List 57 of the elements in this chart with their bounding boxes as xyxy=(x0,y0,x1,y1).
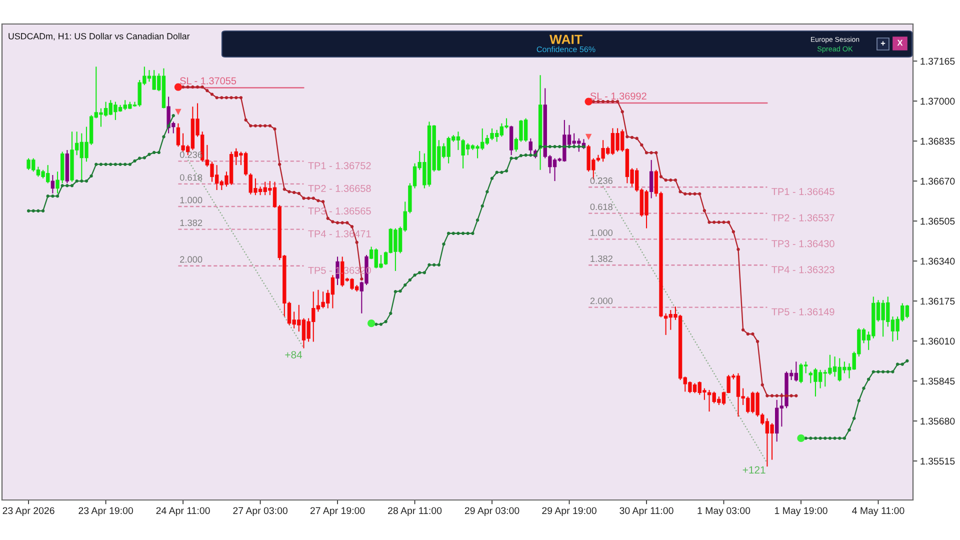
annotation: 0.618 xyxy=(590,204,613,210)
annotation: +84 xyxy=(285,351,302,358)
x-tick-label: 24 Apr 11:00 xyxy=(156,507,210,516)
y-tick-label: 1.36010 xyxy=(920,338,955,345)
x-tick-label: 29 Apr 03:00 xyxy=(464,507,520,516)
point xyxy=(175,108,182,116)
text: USDCADm, H1: US Dollar vs Canadian Dollar xyxy=(8,32,190,40)
point xyxy=(174,83,182,91)
candlestick xyxy=(509,125,514,156)
series-label: TP2 - 1.36537 xyxy=(772,214,834,222)
series-label: TP4 - 1.36323 xyxy=(772,266,834,274)
y-tick-label: 1.37000 xyxy=(920,98,955,105)
point xyxy=(797,434,805,442)
annotation: 0.618 xyxy=(180,174,202,181)
y-tick-label: 1.37165 xyxy=(920,58,955,65)
annotation: WAIT xyxy=(550,34,582,44)
y-tick-label: 1.35515 xyxy=(920,458,955,465)
series-label: TP1 - 1.36645 xyxy=(772,188,834,196)
annotation: 1.382 xyxy=(180,220,202,226)
y-tick-label: 1.36835 xyxy=(920,138,955,145)
annotation: +121 xyxy=(742,466,766,474)
y-tick-label: 1.35680 xyxy=(920,418,955,425)
y-tick-label: 1.36505 xyxy=(920,218,955,225)
annotation: 0.236 xyxy=(590,177,612,184)
series-label: TP2 - 1.36658 xyxy=(308,184,371,192)
annotation: X xyxy=(897,40,903,46)
x-tick-label: 23 Apr 2026 xyxy=(2,507,54,516)
annotation: 2.000 xyxy=(180,256,202,263)
x-tick-label: 1 May 03:00 xyxy=(698,507,750,516)
point xyxy=(585,134,592,140)
series-label: SL - 1.37055 xyxy=(180,77,236,84)
y-tick-label: 1.36175 xyxy=(920,298,955,305)
y-tick-label: 1.36670 xyxy=(920,178,955,185)
annotation: 1.000 xyxy=(590,230,613,236)
x-tick-label: 23 Apr 19:00 xyxy=(78,507,133,516)
series-label: SL - 1.36992 xyxy=(590,92,646,100)
annotation: 2.000 xyxy=(590,298,613,304)
x-tick-label: 30 Apr 11:00 xyxy=(620,507,674,516)
x-tick-label: 28 Apr 11:00 xyxy=(388,507,442,516)
annotation: + xyxy=(880,41,886,46)
annotation: Confidence 56% xyxy=(536,46,596,52)
candlestick xyxy=(649,159,654,199)
candlestick xyxy=(176,122,180,148)
annotation: 1.000 xyxy=(180,196,202,204)
y-tick-label: 1.35845 xyxy=(920,378,955,385)
series-label: TP3 - 1.36430 xyxy=(772,240,834,248)
x-tick-label: 29 Apr 19:00 xyxy=(542,507,596,516)
series-label: TP1 - 1.36752 xyxy=(308,162,371,170)
x-tick-label: 27 Apr 19:00 xyxy=(310,507,365,516)
point xyxy=(368,320,376,328)
x-tick-label: 1 May 19:00 xyxy=(774,507,828,516)
candlestick xyxy=(50,174,55,194)
series-label: TP5 - 1.36149 xyxy=(772,308,834,316)
y-tick-label: 1.36340 xyxy=(920,258,955,265)
x-tick-label: 27 Apr 03:00 xyxy=(233,507,288,516)
x-tick-label: 4 May 11:00 xyxy=(852,507,904,516)
annotation: 1.382 xyxy=(590,255,612,262)
